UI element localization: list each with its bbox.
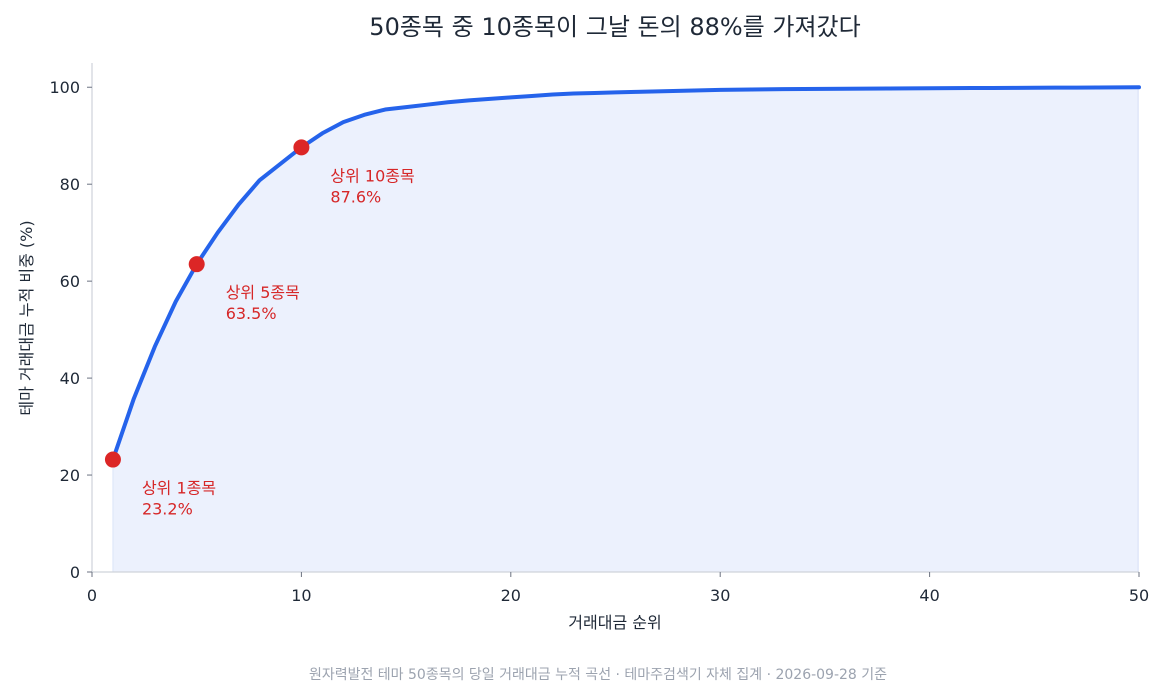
annotation-value: 23.2% (142, 500, 193, 519)
annotation-label: 상위 10종목 (330, 166, 414, 185)
y-tick-label: 60 (60, 272, 80, 291)
y-tick-label: 20 (60, 466, 80, 485)
x-tick-label: 30 (710, 586, 730, 605)
x-tick-label: 20 (501, 586, 521, 605)
cumulative-area-fill (112, 87, 1140, 573)
y-tick-label: 0 (70, 563, 80, 582)
highlight-point (188, 256, 205, 273)
y-tick-label: 40 (60, 369, 80, 388)
y-tick-label: 100 (49, 78, 80, 97)
annotation-value: 87.6% (330, 187, 381, 206)
y-axis-ticks: 0 20 40 60 80 100 (49, 78, 92, 582)
highlight-point (104, 451, 121, 468)
x-axis-label: 거래대금 순위 (568, 613, 661, 632)
x-tick-label: 40 (919, 586, 939, 605)
footer-caption: 원자력발전 테마 50종목의 당일 거래대금 누적 곡선 · 테마주검색기 자체… (309, 667, 887, 683)
annotation-label: 상위 5종목 (226, 283, 300, 302)
plot-area: 상위 1종목 23.2% 상위 5종목 63.5% 상위 10종목 87.6% (104, 85, 1141, 573)
chart-title: 50종목 중 10종목이 그날 돈의 88%를 가져갔다 (369, 13, 860, 41)
highlight-annotations: 상위 1종목 23.2% 상위 5종목 63.5% 상위 10종목 87.6% (142, 166, 415, 518)
x-tick-label: 10 (291, 586, 311, 605)
y-tick-label: 80 (60, 175, 80, 194)
x-tick-label: 50 (1129, 586, 1149, 605)
highlight-point (293, 139, 310, 156)
cumulative-curve-line (110, 85, 1141, 462)
x-tick-label: 0 (87, 586, 97, 605)
highlight-markers (104, 139, 310, 468)
annotation-label: 상위 1종목 (142, 479, 216, 498)
x-axis-ticks: 0 10 20 30 40 50 (87, 572, 1149, 605)
annotation-value: 63.5% (226, 304, 277, 323)
y-axis-label: 테마 거래대금 누적 비중 (%) (17, 220, 36, 415)
